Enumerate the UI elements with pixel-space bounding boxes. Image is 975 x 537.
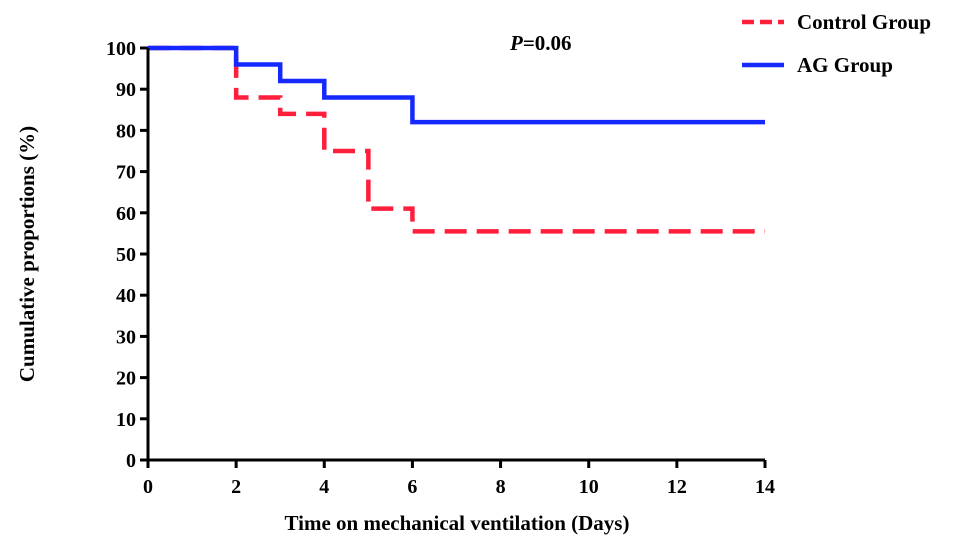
series-layer	[148, 45, 765, 234]
x-tick-label: 12	[667, 476, 687, 498]
legend-label-control-group: Control Group	[797, 10, 931, 34]
y-ticks: 0 10 20 30 40 50 60 70 80 90 100	[106, 38, 148, 472]
ag-group-line	[148, 45, 765, 125]
p-value: =0.06	[523, 31, 572, 55]
y-tick-label: 80	[116, 120, 136, 142]
x-tick-label: 10	[579, 476, 599, 498]
x-tick-label: 6	[407, 476, 417, 498]
x-tick-label: 2	[231, 476, 241, 498]
y-tick-label: 50	[116, 244, 136, 266]
y-tick-label: 40	[116, 285, 136, 307]
y-tick-label: 90	[116, 79, 136, 101]
axes-layer	[146, 48, 765, 462]
x-tick-label: 14	[755, 476, 775, 498]
p-symbol: P	[509, 31, 523, 55]
x-tick-label: 4	[319, 476, 329, 498]
y-tick-label: 100	[106, 38, 136, 60]
x-tick-label: 0	[143, 476, 153, 498]
y-tick-label: 70	[116, 162, 136, 184]
legend: Control Group AG Group	[742, 10, 931, 77]
y-tick-label: 20	[116, 368, 136, 390]
y-tick-label: 30	[116, 326, 136, 348]
y-tick-label: 60	[116, 203, 136, 225]
y-tick-label: 0	[126, 450, 136, 472]
x-tick-label: 8	[496, 476, 506, 498]
legend-label-ag-group: AG Group	[797, 53, 893, 77]
control-group-line	[148, 45, 765, 234]
p-value-annotation: P=0.06	[509, 31, 572, 55]
y-axis-title: Cumulative proportions (%)	[15, 126, 39, 382]
x-axis-title: Time on mechanical ventilation (Days)	[285, 511, 630, 535]
y-tick-label: 10	[116, 409, 136, 431]
x-ticks: 0 2 4 6 8 10 12 14	[143, 460, 775, 498]
